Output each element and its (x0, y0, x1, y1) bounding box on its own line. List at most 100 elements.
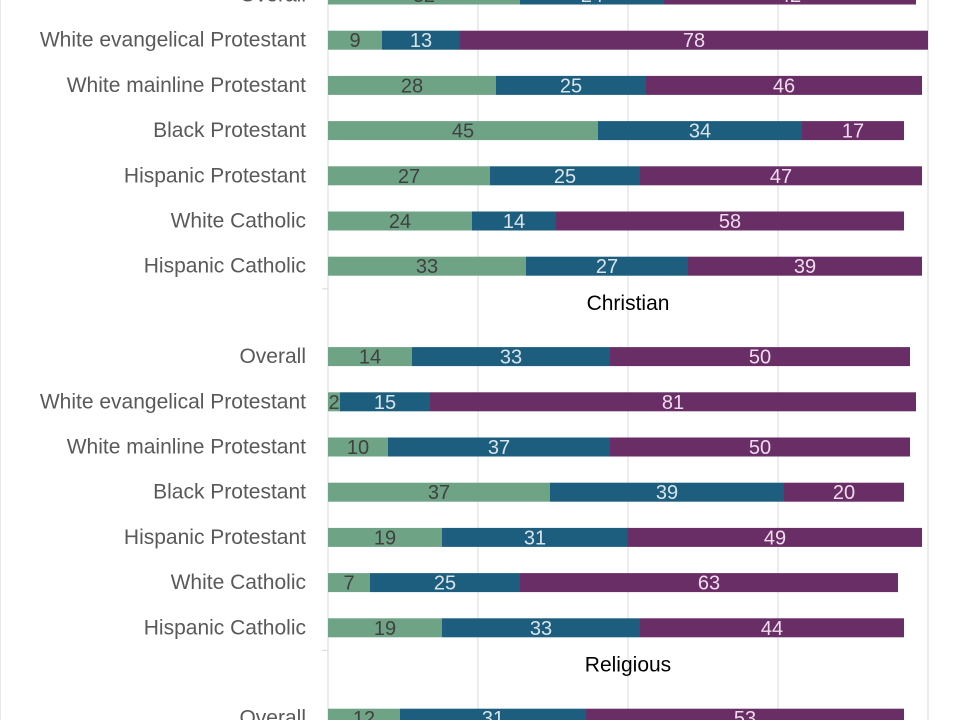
bar-segment-2 (472, 211, 556, 231)
category-label: White Catholic (171, 210, 306, 233)
data-label: 37 (488, 437, 510, 459)
data-label: 53 (734, 708, 756, 720)
bar-segment-1 (328, 0, 520, 5)
data-label: 28 (401, 75, 423, 97)
category-label: Overall (239, 0, 306, 7)
bar-segment-2 (442, 618, 640, 638)
data-label: 24 (389, 211, 411, 233)
data-label: 45 (452, 121, 474, 143)
category-label: Overall (239, 345, 306, 368)
data-label: 2 (328, 392, 339, 414)
data-label: 12 (353, 708, 375, 720)
bar-segment-2 (412, 347, 610, 367)
data-label: 25 (554, 166, 576, 188)
category-label: White evangelical Protestant (40, 390, 306, 413)
data-label: 24 (581, 0, 603, 7)
bar-segment-2 (496, 75, 646, 95)
bar-segment-3 (640, 618, 904, 638)
bar-segment-2 (520, 0, 664, 5)
data-label: 32 (413, 0, 435, 7)
category-label: Hispanic Protestant (124, 526, 306, 549)
data-label: 7 (343, 573, 354, 595)
bar-segment-3 (646, 75, 922, 95)
data-label: 49 (764, 527, 786, 549)
bar-segment-2 (340, 392, 430, 412)
data-label: 27 (596, 256, 618, 278)
data-label: 50 (749, 437, 771, 459)
bar-segment-2 (370, 573, 520, 593)
bar-segment-3 (586, 708, 904, 720)
category-label: White mainline Protestant (67, 436, 306, 459)
data-label: 27 (398, 166, 420, 188)
data-label: 31 (524, 527, 546, 549)
bar-segment-3 (610, 437, 910, 457)
bar-segment-1 (328, 75, 496, 95)
data-label: 44 (761, 618, 783, 640)
bar-segment-3 (556, 211, 904, 231)
category-label: Hispanic Protestant (124, 164, 306, 187)
category-label: Black Protestant (153, 481, 306, 504)
data-label: 39 (794, 256, 816, 278)
category-label: Black Protestant (153, 119, 306, 142)
group-title: Christian (587, 292, 670, 315)
data-label: 25 (434, 573, 456, 595)
bar-segment-3 (610, 347, 910, 367)
bar-segment-3 (664, 0, 916, 5)
bar-segment-1 (328, 121, 598, 141)
data-label: 81 (662, 392, 684, 414)
data-label: 17 (842, 121, 864, 143)
bar-segment-2 (442, 527, 628, 547)
data-label: 42 (779, 0, 801, 7)
category-label: White mainline Protestant (67, 74, 306, 97)
data-label: 9 (349, 30, 360, 52)
bar-segment-1 (328, 211, 472, 231)
bar-segment-1 (328, 256, 526, 276)
bar-segment-1 (328, 618, 442, 638)
bar-segment-2 (400, 708, 586, 720)
data-label: 25 (560, 75, 582, 97)
data-label: 78 (683, 30, 705, 52)
bar-segment-3 (430, 392, 916, 412)
bar-segment-3 (802, 121, 904, 141)
data-label: 63 (698, 573, 720, 595)
category-label: Overall (239, 707, 306, 720)
data-label: 58 (719, 211, 741, 233)
bar-segment-1 (328, 392, 340, 412)
bar-segment-2 (526, 256, 688, 276)
bars (328, 0, 928, 720)
bar-segment-2 (598, 121, 802, 141)
data-label: 33 (530, 618, 552, 640)
group-title: Religious (585, 654, 671, 677)
bar-segment-1 (328, 708, 400, 720)
data-label: 34 (689, 121, 711, 143)
bar-segment-3 (520, 573, 898, 593)
bar-segment-1 (328, 482, 550, 502)
data-label: 15 (374, 392, 396, 414)
bar-segment-1 (328, 573, 370, 593)
labels: Overall 32 24 42 White evangelical Protestan… (40, 0, 864, 720)
data-label: 33 (416, 256, 438, 278)
bar-segment-1 (328, 347, 412, 367)
bar-segment-2 (490, 166, 640, 186)
bar-segment-1 (328, 527, 442, 547)
data-label: 46 (773, 75, 795, 97)
bar-segment-2 (550, 482, 784, 502)
data-label: 19 (374, 618, 396, 640)
bar-segment-3 (688, 256, 922, 276)
category-label: White evangelical Protestant (40, 29, 306, 52)
bar-segment-1 (328, 30, 382, 50)
data-label: 20 (833, 482, 855, 504)
bar-segment-3 (628, 527, 922, 547)
data-label: 10 (347, 437, 369, 459)
data-label: 50 (749, 347, 771, 369)
data-label: 33 (500, 347, 522, 369)
bar-segment-1 (328, 437, 388, 457)
bar-segment-3 (460, 30, 928, 50)
data-label: 37 (428, 482, 450, 504)
data-label: 19 (374, 527, 396, 549)
bar-segment-2 (388, 437, 610, 457)
category-label: White Catholic (171, 571, 306, 594)
bar-segment-2 (382, 30, 460, 50)
